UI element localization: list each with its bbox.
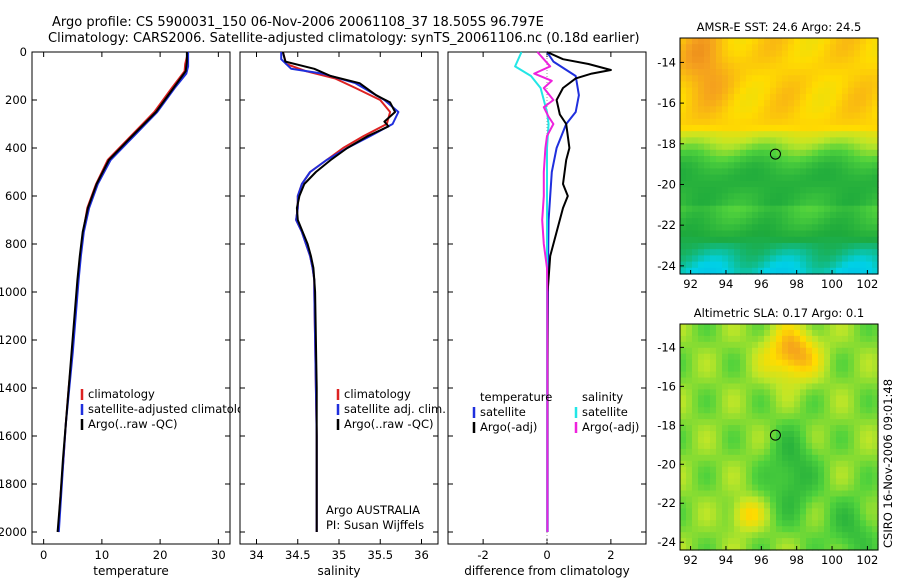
temperature-legend-label: Argo(..raw -QC) [88, 417, 178, 431]
salinity-xtick-label: 35 [332, 548, 347, 562]
depth-tick-label: 1200 [0, 333, 27, 347]
figure-title-line1: Argo profile: CS 5900031_150 06-Nov-2006… [52, 15, 544, 30]
salinity-legend-label: climatology [344, 387, 411, 401]
salinity-legend-label: satellite adj. clim. [344, 402, 446, 416]
depth-tick-label: 0 [20, 45, 27, 59]
sst-ytick-label: -22 [657, 218, 676, 232]
difference-xtick-label: -2 [477, 548, 488, 562]
salinity-xtick-label: 36 [414, 548, 429, 562]
temperature-series-argo-raw-qc [56, 52, 188, 533]
difference-legend-label: Argo(-adj) [582, 420, 639, 434]
temperature-xtick-label: 10 [95, 548, 110, 562]
sla-map-field [680, 324, 879, 551]
sst-map-field [680, 38, 879, 275]
temperature-xtick-label: 0 [40, 548, 47, 562]
sla-ytick-label: -22 [657, 496, 676, 510]
sst-xtick-label: 102 [856, 277, 878, 291]
sst-ytick-label: -16 [657, 96, 676, 110]
depth-tick-label: 1600 [0, 429, 27, 443]
difference-legend-label: satellite [480, 405, 526, 419]
depth-tick-label: 2000 [0, 525, 27, 539]
sla-ytick-label: -24 [657, 535, 676, 549]
sla-argo-position-marker [769, 429, 781, 441]
difference-panel: -2 0 2 difference from climatology temperatu… [447, 51, 647, 578]
sla-map-title: Altimetric SLA: 0.17 Argo: 0.1 [694, 306, 864, 320]
depth-tick-label: 1000 [0, 285, 27, 299]
sla-xtick-label: 102 [856, 553, 878, 567]
salinity-xtick-label: 34.5 [285, 548, 311, 562]
sla-xtick-label: 96 [754, 553, 769, 567]
temperature-frame [31, 51, 231, 545]
sst-argo-position-marker [769, 148, 781, 160]
temperature-legend-label: satellite-adjusted climatology [88, 402, 258, 416]
salinity-xlabel: salinity [317, 564, 360, 578]
depth-tick-label: 800 [5, 237, 27, 251]
salinity-xtick-label: 34 [249, 548, 264, 562]
difference-series-salinity-argo-adj [533, 51, 555, 532]
sst-xtick-label: 96 [754, 277, 769, 291]
difference-xtick-label: 2 [607, 548, 614, 562]
sst-ytick-label: -18 [657, 137, 676, 151]
temperature-legend-label: climatology [88, 387, 155, 401]
sst-map-frame [679, 37, 879, 275]
sst-ytick-label: -14 [657, 55, 676, 69]
sla-xtick-label: 92 [683, 553, 698, 567]
sla-ytick-label: -14 [657, 340, 676, 354]
difference-xlabel: difference from climatology [464, 564, 630, 578]
sst-xtick-label: 100 [821, 277, 843, 291]
sst-xtick-label: 92 [683, 277, 698, 291]
temperature-xtick-label: 20 [153, 548, 168, 562]
sst-ytick-label: -20 [657, 177, 676, 191]
depth-tick-label: 600 [5, 189, 27, 203]
salinity-panel: 34 34.5 35 35.5 36 salinity climatologysatelli… [239, 51, 446, 578]
sst-ytick-label: -24 [657, 259, 676, 273]
difference-legend-label: Argo(-adj) [480, 420, 537, 434]
depth-tick-label: 1400 [0, 381, 27, 395]
temperature-panel: 0 10 20 30 temperature 0 200 400 600 800 1000 1200 1… [0, 45, 258, 578]
salinity-frame [239, 51, 439, 545]
salinity-legend-label: Argo(..raw -QC) [344, 417, 434, 431]
salinity-series-argo-raw-qc [281, 51, 397, 532]
sla-map: Altimetric SLA: 0.17 Argo: 0.1 92 94 96 98 10… [657, 306, 879, 567]
sst-map-title: AMSR-E SST: 24.6 Argo: 24.5 [697, 20, 862, 34]
sst-map: AMSR-E SST: 24.6 Argo: 24.5 92 94 96 98 100 10… [657, 20, 879, 291]
temperature-xlabel: temperature [93, 564, 168, 578]
salinity-annotation: Argo AUSTRALIA [326, 503, 420, 517]
salinity-annotation: PI: Susan Wijffels [326, 518, 424, 532]
sla-ytick-label: -16 [657, 379, 676, 393]
depth-tick-label: 1800 [0, 477, 27, 491]
difference-legend-temperature-heading: temperature [480, 390, 552, 404]
sla-ytick-label: -20 [657, 457, 676, 471]
temperature-xtick-label: 30 [211, 548, 226, 562]
sla-xtick-label: 98 [789, 553, 804, 567]
sla-xtick-label: 100 [821, 553, 843, 567]
sst-xtick-label: 98 [789, 277, 804, 291]
difference-series-temperature-argo-adj [546, 51, 612, 533]
sla-xtick-label: 94 [719, 553, 734, 567]
difference-xtick-label: 0 [543, 548, 550, 562]
depth-tick-label: 400 [5, 141, 27, 155]
sst-xtick-label: 94 [719, 277, 734, 291]
difference-legend-salinity-heading: salinity [582, 390, 623, 404]
sla-map-frame [679, 323, 879, 551]
sla-ytick-label: -18 [657, 418, 676, 432]
difference-legend-label: satellite [582, 405, 628, 419]
salinity-xtick-label: 35.5 [367, 548, 393, 562]
depth-tick-label: 200 [5, 93, 27, 107]
credit-footer: CSIRO 16-Nov-2006 09:01:48 [881, 379, 895, 548]
figure-title-line2: Climatology: CARS2006. Satellite-adjuste… [48, 31, 640, 46]
